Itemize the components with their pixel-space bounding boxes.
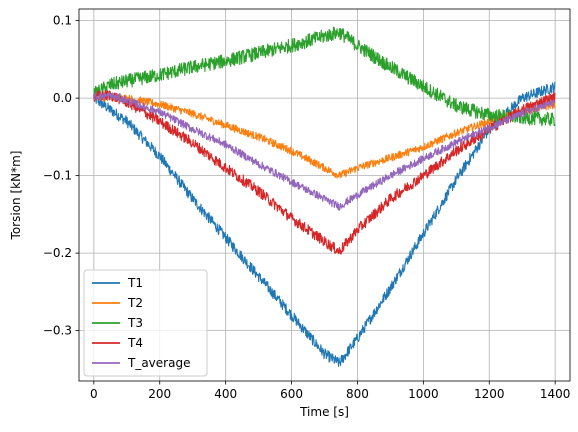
ticks: 0 200 400 600 800 1000 1200 1400 0.1 0.0 −0.1 −0.2 −…	[43, 14, 571, 401]
series-line-t3	[93, 26, 556, 127]
legend: T1 T2 T3 T4 T_average	[83, 269, 208, 377]
series-layer	[93, 26, 556, 367]
series-line-t2	[93, 92, 556, 179]
x-tick-label-5: 1000	[408, 387, 439, 401]
plot-frame	[78, 8, 571, 382]
legend-label-t2: T2	[127, 296, 143, 310]
x-tick-label-3: 600	[280, 387, 303, 401]
legend-label-t1: T1	[127, 276, 143, 290]
x-tick-label-7: 1400	[540, 387, 571, 401]
x-axis-label: Time [s]	[299, 405, 349, 419]
y-axis-label: Torsion [kN*m]	[9, 151, 23, 241]
x-tick-label-0: 0	[90, 387, 98, 401]
y-tick-label-2: −0.1	[43, 169, 72, 183]
y-tick-label-1: 0.0	[53, 91, 72, 105]
legend-label-t-average: T_average	[127, 356, 190, 370]
legend-box	[83, 269, 208, 377]
y-tick-label-4: −0.3	[43, 324, 72, 338]
legend-label-t4: T4	[127, 336, 143, 350]
y-tick-label-3: −0.2	[43, 246, 72, 260]
series-line-t4	[93, 89, 556, 255]
x-tick-label-6: 1200	[474, 387, 505, 401]
series-line-t1	[93, 81, 556, 367]
legend-label-t3: T3	[127, 316, 143, 330]
series-line-t-average	[93, 92, 556, 211]
x-tick-label-2: 400	[214, 387, 237, 401]
x-tick-label-4: 800	[346, 387, 369, 401]
x-tick-label-1: 200	[148, 387, 171, 401]
grid	[79, 9, 570, 381]
y-tick-label-0: 0.1	[53, 14, 72, 28]
